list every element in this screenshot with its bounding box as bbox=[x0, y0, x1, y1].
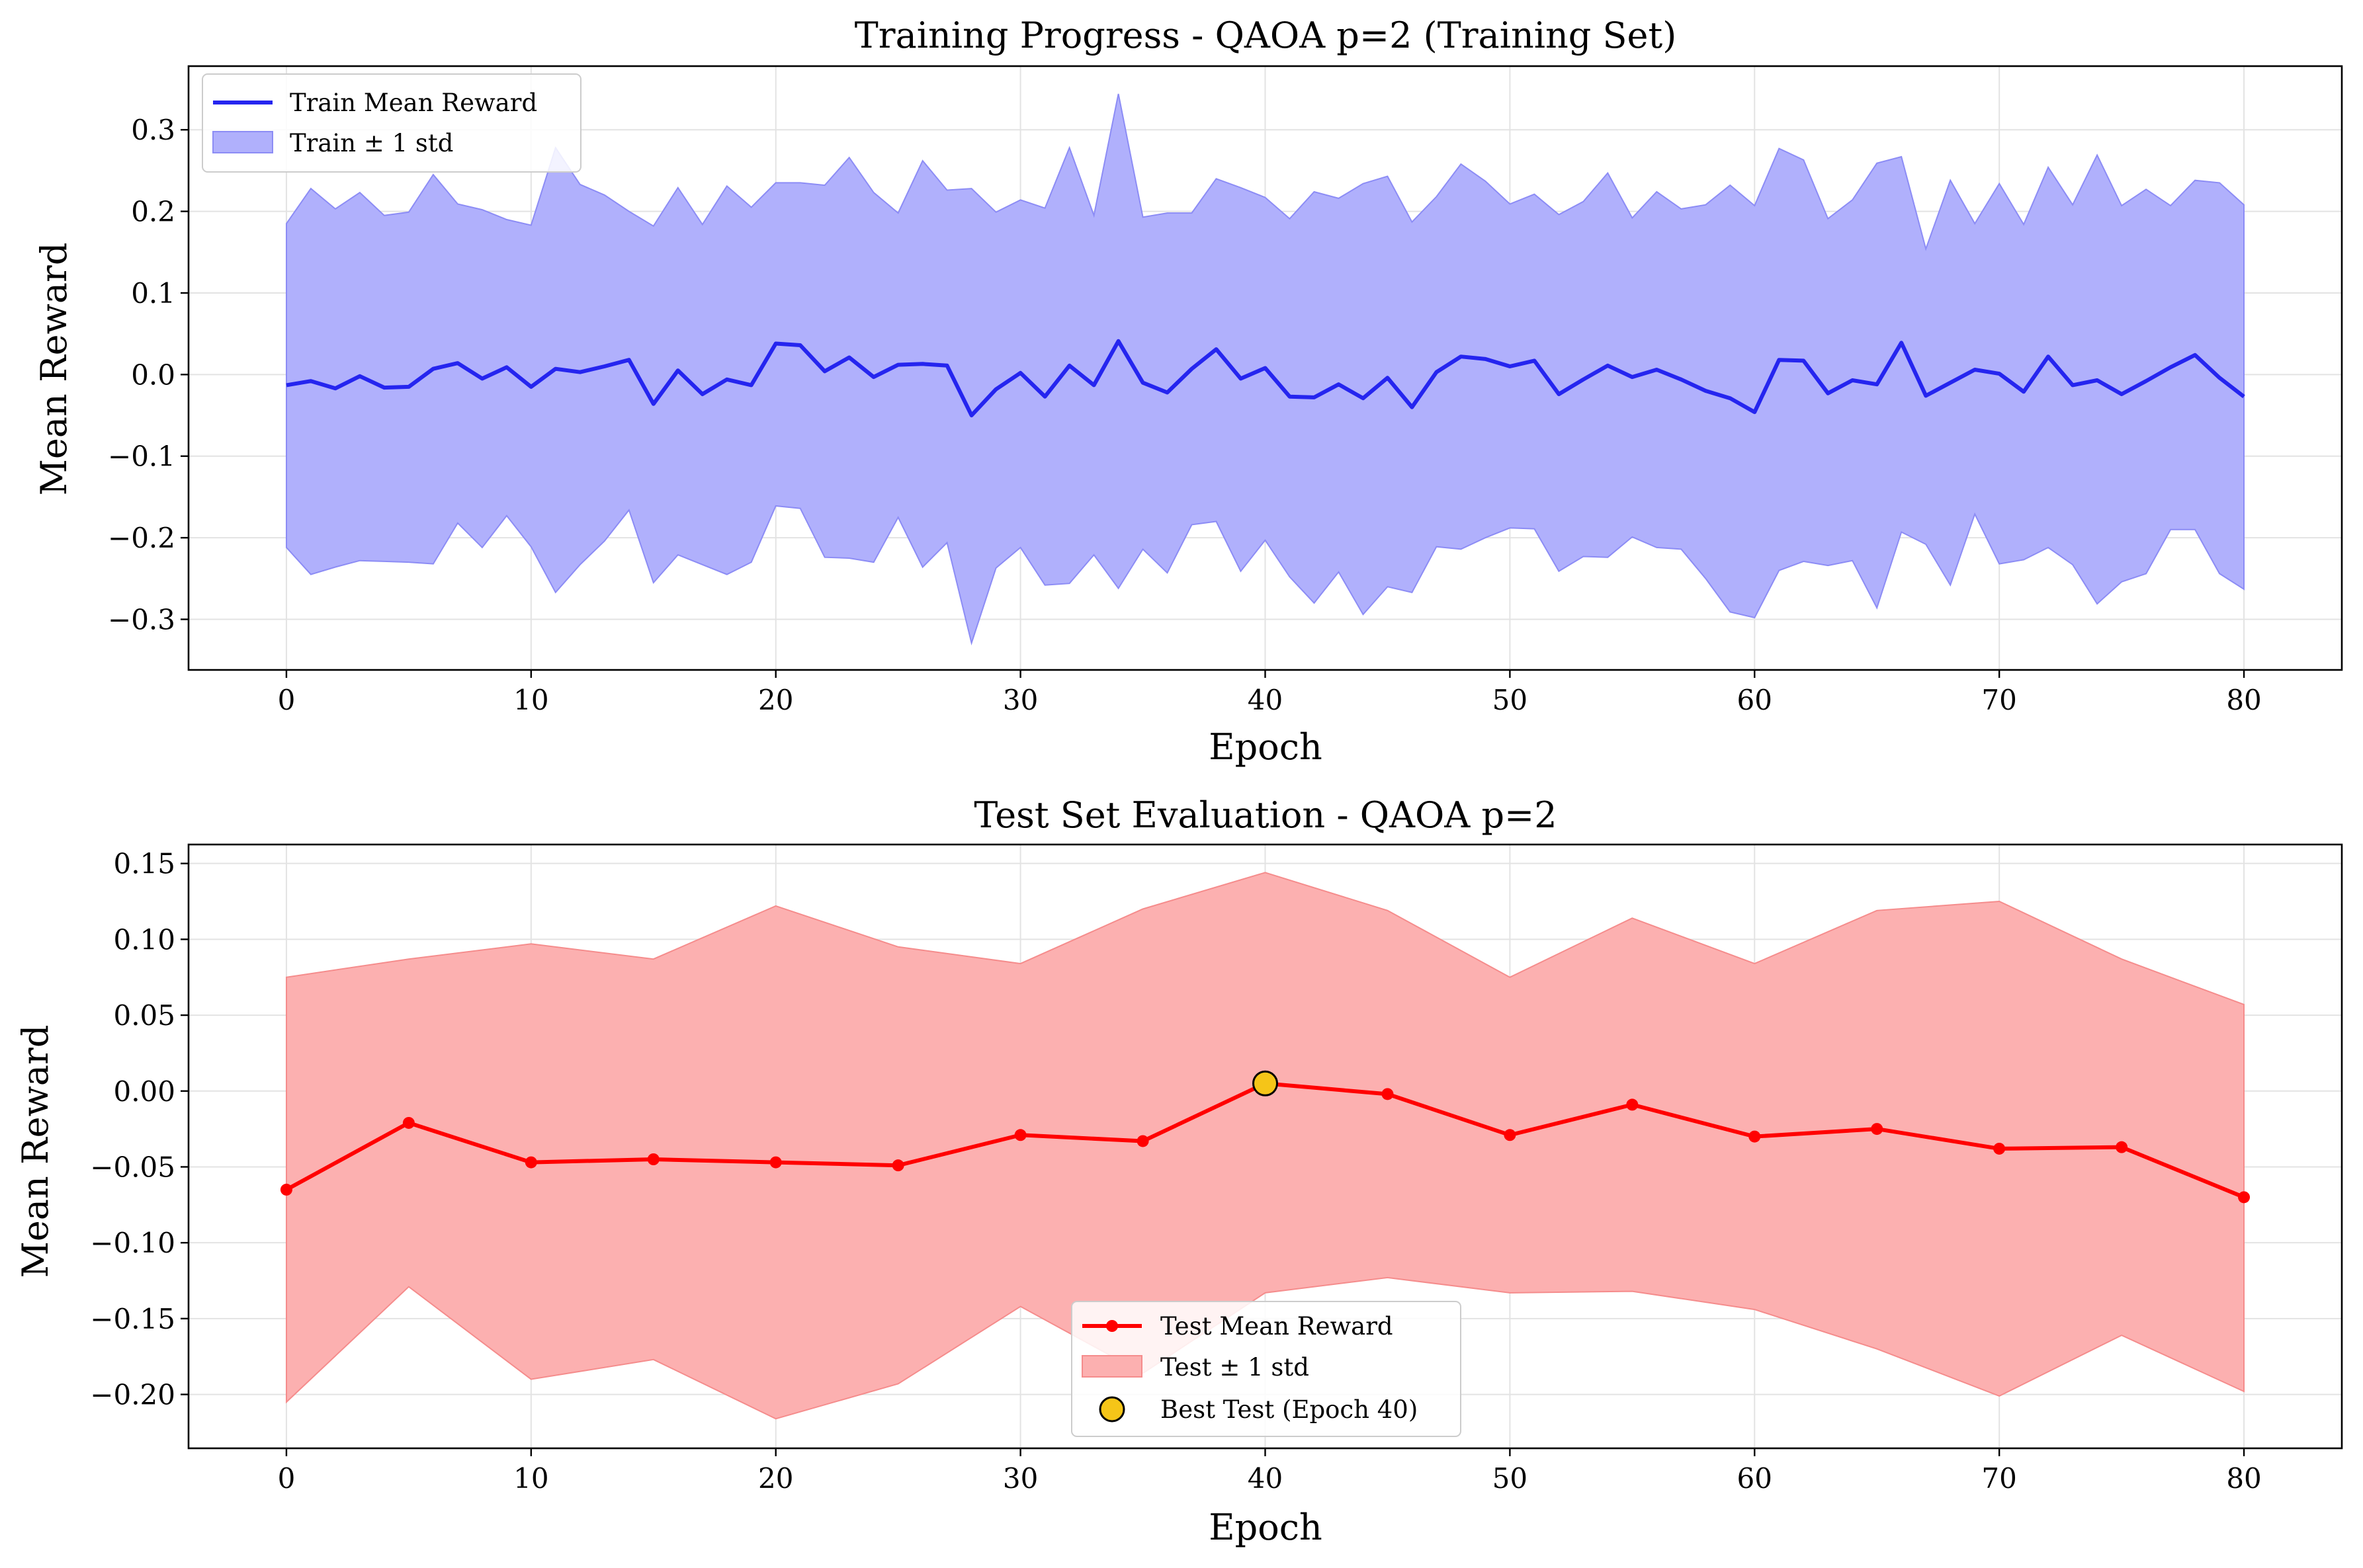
test-y-tick-label: 0.05 bbox=[113, 999, 175, 1032]
test-legend-band-swatch bbox=[1082, 1355, 1142, 1378]
train-legend: Train Mean Reward Train ± 1 std bbox=[202, 73, 581, 173]
test-y-tick-label: −0.15 bbox=[90, 1303, 175, 1335]
train-legend-band-swatch bbox=[212, 131, 273, 153]
train-y-tick-label: −0.2 bbox=[108, 522, 175, 554]
train-y-tick-label: −0.1 bbox=[108, 440, 175, 473]
test-x-tick-label: 10 bbox=[513, 1462, 548, 1495]
test-y-tick-label: 0.15 bbox=[113, 848, 175, 880]
train-legend-label-mean: Train Mean Reward bbox=[290, 89, 537, 117]
test-y-tick-label: 0.10 bbox=[113, 923, 175, 956]
train-x-tick-label: 70 bbox=[1981, 684, 2016, 716]
test-x-tick-label: 80 bbox=[2226, 1462, 2261, 1495]
test-mean-point bbox=[402, 1116, 415, 1129]
train-chart-title: Training Progress - QAOA p=2 (Training S… bbox=[855, 15, 1677, 56]
train-x-tick-label: 10 bbox=[513, 684, 548, 716]
test-mean-point bbox=[1993, 1142, 2006, 1155]
test-mean-point bbox=[1381, 1088, 1394, 1100]
train-y-axis-label: Mean Reward bbox=[33, 243, 75, 496]
test-y-tick-label: 0.00 bbox=[113, 1075, 175, 1108]
train-x-tick-label: 30 bbox=[1003, 684, 1038, 716]
train-x-tick-label: 0 bbox=[278, 684, 296, 716]
test-x-ticks: 0 10 20 30 40 50 60 70 80 bbox=[278, 1448, 2262, 1495]
test-mean-point bbox=[1504, 1129, 1516, 1141]
train-x-axis-label: Epoch bbox=[1209, 726, 1322, 768]
test-x-axis-label: Epoch bbox=[1209, 1506, 1322, 1548]
test-x-tick-label: 60 bbox=[1737, 1462, 1772, 1495]
train-legend-box bbox=[202, 73, 581, 173]
test-legend-label-mean: Test Mean Reward bbox=[1160, 1312, 1393, 1341]
test-mean-point bbox=[2116, 1141, 2128, 1153]
train-mean-line bbox=[286, 339, 2245, 418]
test-chart: Test Set Evaluation - QAOA p=2 0 10 20 30 40… bbox=[15, 794, 2343, 1548]
best-test-marker bbox=[1252, 1070, 1278, 1096]
train-x-tick-label: 80 bbox=[2226, 684, 2261, 716]
test-mean-point bbox=[1748, 1130, 1761, 1143]
test-mean-point bbox=[2238, 1191, 2251, 1204]
test-y-tick-label: −0.10 bbox=[90, 1227, 175, 1259]
train-y-tick-label: 0.3 bbox=[131, 114, 175, 146]
train-legend-label-std: Train ± 1 std bbox=[290, 129, 453, 157]
test-legend-box bbox=[1071, 1301, 1461, 1437]
test-mean-point bbox=[1014, 1129, 1027, 1141]
test-legend: Test Mean Reward Test ± 1 std Best Test … bbox=[1071, 1301, 1461, 1437]
test-mean-point bbox=[769, 1156, 782, 1169]
train-x-ticks: 0 10 20 30 40 50 60 70 80 bbox=[278, 670, 2262, 716]
test-mean-point bbox=[280, 1183, 292, 1196]
test-y-ticks: −0.20 −0.15 −0.10 −0.05 0.00 0.05 0.10 0.15 bbox=[90, 848, 189, 1411]
test-x-tick-label: 30 bbox=[1003, 1462, 1038, 1495]
train-y-tick-label: −0.3 bbox=[108, 604, 175, 636]
test-mean-point bbox=[1137, 1135, 1149, 1147]
test-legend-label-std: Test ± 1 std bbox=[1160, 1353, 1309, 1382]
train-x-tick-label: 20 bbox=[758, 684, 793, 716]
test-x-tick-label: 50 bbox=[1492, 1462, 1527, 1495]
test-chart-title: Test Set Evaluation - QAOA p=2 bbox=[974, 794, 1557, 836]
test-legend-point-swatch bbox=[1106, 1320, 1118, 1332]
train-y-tick-label: 0.0 bbox=[131, 358, 175, 391]
train-x-tick-label: 50 bbox=[1492, 684, 1527, 716]
train-y-tick-label: 0.1 bbox=[131, 277, 175, 309]
train-x-tick-label: 40 bbox=[1248, 684, 1283, 716]
test-std-band bbox=[286, 872, 2245, 1420]
test-x-tick-label: 20 bbox=[758, 1462, 793, 1495]
test-y-tick-label: −0.05 bbox=[90, 1151, 175, 1183]
test-y-axis-label: Mean Reward bbox=[15, 1025, 56, 1278]
train-x-tick-label: 60 bbox=[1737, 684, 1772, 716]
test-mean-point bbox=[647, 1153, 660, 1165]
test-x-tick-label: 40 bbox=[1248, 1462, 1283, 1495]
test-mean-point bbox=[1871, 1123, 1883, 1135]
test-mean-point bbox=[1626, 1098, 1639, 1111]
test-mean-point bbox=[525, 1156, 537, 1169]
test-legend-label-best: Best Test (Epoch 40) bbox=[1160, 1395, 1418, 1424]
test-x-tick-label: 0 bbox=[278, 1462, 296, 1495]
test-x-tick-label: 70 bbox=[1981, 1462, 2016, 1495]
train-chart: Training Progress - QAOA p=2 (Training S… bbox=[33, 15, 2343, 768]
test-legend-best-swatch bbox=[1099, 1396, 1125, 1423]
test-mean-point bbox=[892, 1159, 904, 1172]
train-y-ticks: −0.3 −0.2 −0.1 0.0 0.1 0.2 0.3 bbox=[108, 114, 189, 636]
test-y-tick-label: −0.20 bbox=[90, 1379, 175, 1411]
train-y-tick-label: 0.2 bbox=[131, 196, 175, 228]
